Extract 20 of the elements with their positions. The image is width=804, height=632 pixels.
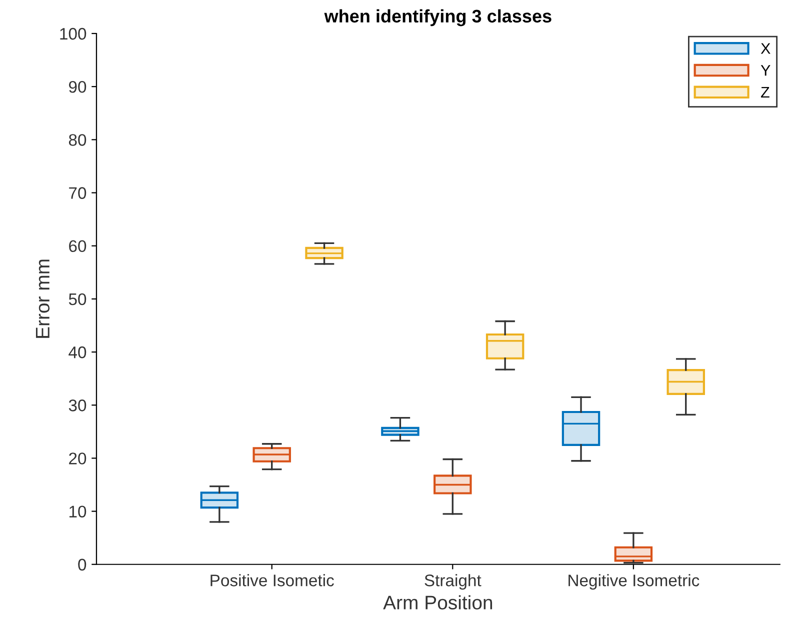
x-tick-label: Straight bbox=[424, 574, 482, 590]
chart-title: when identifying 3 classes bbox=[324, 9, 552, 26]
y-tick-label: 20 bbox=[69, 452, 86, 464]
legend-label: Z bbox=[761, 86, 770, 98]
x-tick-label: Positive Isometic bbox=[210, 574, 334, 586]
legend-label: Y bbox=[760, 65, 770, 76]
y-tick-label: 90 bbox=[69, 80, 86, 93]
y-axis-title: Error mm bbox=[36, 260, 50, 338]
y-tick-label: 50 bbox=[68, 293, 86, 306]
x-tick-label: Negitive Isometric bbox=[568, 574, 700, 590]
y-tick-label: 70 bbox=[69, 187, 86, 199]
y-tick-label: 40 bbox=[68, 346, 86, 358]
x-axis-title: Arm Position bbox=[383, 595, 492, 610]
y-tick-label: 60 bbox=[69, 240, 86, 252]
y-tick-label: 10 bbox=[69, 506, 86, 518]
y-tick-label: 0 bbox=[78, 558, 86, 571]
y-tick-label: 80 bbox=[68, 134, 86, 146]
y-tick-label: 100 bbox=[60, 28, 86, 40]
legend-label: X bbox=[760, 43, 770, 54]
y-tick-label: 30 bbox=[68, 400, 86, 412]
